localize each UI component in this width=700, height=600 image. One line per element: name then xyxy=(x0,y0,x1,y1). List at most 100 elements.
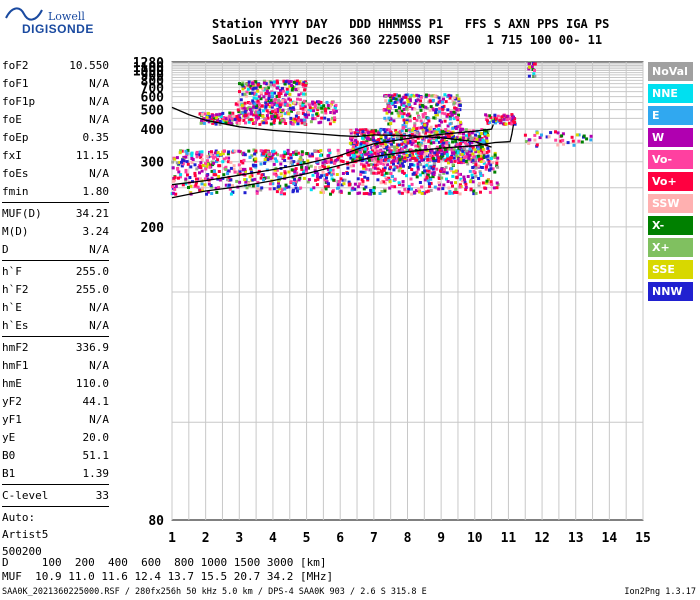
echo-point xyxy=(317,149,321,153)
echo-point xyxy=(471,152,475,156)
echo-point xyxy=(322,104,326,108)
echo-point xyxy=(296,79,299,83)
echo-point xyxy=(309,164,313,168)
echo-point xyxy=(427,119,431,123)
echo-point xyxy=(222,116,225,119)
echo-point xyxy=(327,160,331,164)
echo-point xyxy=(224,121,228,125)
echo-point xyxy=(294,180,298,184)
param-separator xyxy=(2,336,109,337)
echo-point xyxy=(352,143,356,147)
echo-point xyxy=(200,119,203,123)
echo-point xyxy=(379,136,383,140)
echo-point xyxy=(273,102,277,106)
param-name: h`F xyxy=(2,265,22,278)
echo-point xyxy=(549,131,553,135)
echo-point xyxy=(240,83,244,87)
echo-point xyxy=(270,150,274,154)
echo-point xyxy=(233,116,237,120)
echo-point xyxy=(418,105,422,109)
echo-point xyxy=(415,175,419,179)
echo-point xyxy=(422,165,426,169)
echo-point xyxy=(478,138,482,142)
echo-point xyxy=(368,192,372,196)
echo-point xyxy=(252,148,256,152)
echo-point xyxy=(417,150,421,153)
param-value: 0.35 xyxy=(82,131,110,144)
echo-point xyxy=(173,175,177,179)
echo-point xyxy=(450,181,453,185)
echo-point xyxy=(310,152,314,156)
echo-point xyxy=(325,100,329,104)
echo-point xyxy=(397,181,401,185)
echo-point xyxy=(199,177,202,181)
echo-point xyxy=(462,156,466,160)
echo-point xyxy=(323,166,327,169)
echo-point xyxy=(284,185,288,189)
echo-point xyxy=(244,115,248,119)
param-value: N/A xyxy=(89,167,109,180)
echo-point xyxy=(384,156,388,159)
echo-point xyxy=(366,131,370,135)
echo-point xyxy=(254,106,258,110)
echo-point xyxy=(437,110,441,114)
echo-point xyxy=(508,117,512,121)
echo-point xyxy=(291,86,295,90)
echo-point xyxy=(218,119,222,123)
echo-point xyxy=(287,81,291,85)
echo-point xyxy=(438,173,442,177)
echo-point xyxy=(481,173,485,177)
echo-point xyxy=(336,165,340,169)
echo-point xyxy=(471,166,475,169)
echo-point xyxy=(339,154,343,158)
echo-point xyxy=(292,108,296,111)
echo-point xyxy=(341,160,345,163)
echo-point xyxy=(200,169,204,173)
echo-point xyxy=(426,179,430,183)
echo-point xyxy=(195,155,199,159)
echo-point xyxy=(224,117,228,121)
echo-point xyxy=(286,152,290,156)
echo-point xyxy=(351,158,355,162)
echo-point xyxy=(304,83,308,87)
echo-point xyxy=(269,122,273,126)
echo-point xyxy=(277,98,280,102)
echo-point xyxy=(301,112,305,115)
echo-point xyxy=(454,127,458,130)
echo-point xyxy=(337,180,341,184)
echo-point xyxy=(379,144,383,148)
echo-point xyxy=(304,102,308,106)
echo-point xyxy=(409,163,412,167)
echo-point xyxy=(384,171,388,175)
echo-point xyxy=(206,111,210,115)
echo-point xyxy=(461,139,465,143)
echo-point xyxy=(580,140,584,144)
echo-point xyxy=(533,133,537,137)
echo-point xyxy=(346,172,349,175)
echo-point xyxy=(454,181,457,185)
echo-point xyxy=(389,165,393,169)
echo-point xyxy=(256,187,260,191)
echo-point xyxy=(447,161,450,165)
echo-point xyxy=(229,178,233,182)
echo-point xyxy=(495,159,499,163)
echo-point xyxy=(347,191,351,195)
echo-point xyxy=(489,180,493,184)
echo-point xyxy=(362,187,366,191)
echo-point xyxy=(464,141,467,145)
echo-point xyxy=(284,122,288,125)
echo-point xyxy=(392,151,396,154)
echo-point xyxy=(334,109,338,113)
echo-point xyxy=(383,130,387,134)
echo-point xyxy=(398,158,402,162)
echo-point xyxy=(424,105,428,109)
echo-point xyxy=(485,181,488,185)
echo-point xyxy=(434,113,438,117)
echo-point xyxy=(180,160,183,164)
echo-point xyxy=(207,120,211,124)
echo-point xyxy=(437,150,441,154)
echo-point xyxy=(476,154,480,158)
echo-point xyxy=(326,103,330,107)
echo-point xyxy=(451,163,455,167)
echo-point xyxy=(466,143,469,147)
